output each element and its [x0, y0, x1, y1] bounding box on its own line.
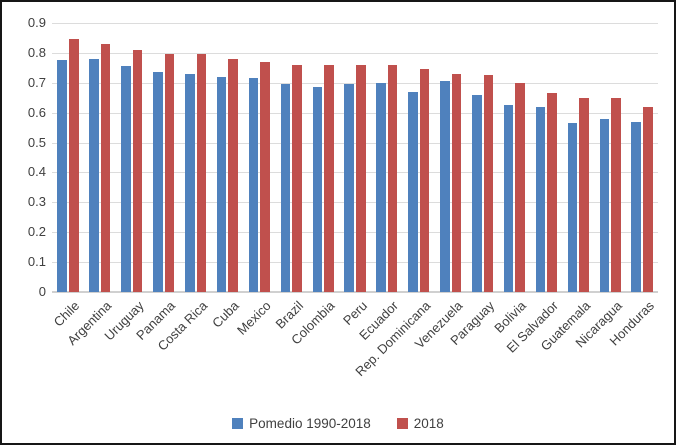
y-axis-tick-label: 0.1 — [27, 254, 46, 270]
bar-2018-uruguay — [132, 49, 143, 292]
gridline — [52, 202, 658, 204]
bar-2018-ecuador — [387, 64, 398, 292]
x-axis-label: Costa Rica — [154, 298, 211, 354]
gridline — [52, 232, 658, 234]
bar-promedio-mexico — [248, 78, 259, 292]
gridline — [52, 142, 658, 144]
bar-promedio-guatemala — [567, 123, 578, 292]
x-axis-label: Guatemala — [537, 298, 593, 354]
bar-2018-mexico — [260, 61, 270, 292]
x-axis-label: Chile — [51, 298, 83, 330]
bar-2018-peru — [356, 64, 366, 292]
x-axis-label: Paraguay — [447, 298, 498, 348]
bar-2018-cuba — [228, 58, 238, 292]
x-axis-label: Brazil — [272, 298, 306, 332]
legend-item: 2018 — [396, 416, 444, 431]
y-axis-tick-label: 0.6 — [27, 104, 46, 120]
bar-promedio-uruguay — [121, 66, 131, 292]
bar-2018-guatemala — [579, 97, 589, 292]
bar-2018-panama — [164, 54, 175, 292]
y-axis-tick-label: 0.2 — [27, 224, 46, 240]
bar-promedio-rep-dominicana — [408, 91, 418, 292]
bar-2018-venezuela — [451, 73, 462, 292]
x-axis-label: Ecuador — [356, 298, 402, 343]
y-axis-tick-label: 0.4 — [27, 164, 46, 180]
bar-promedio-venezuela — [440, 81, 450, 292]
x-axis-line — [52, 291, 658, 293]
legend-marker-promedio — [232, 418, 244, 429]
bar-2018-honduras — [643, 106, 653, 292]
x-axis-label: Panama — [133, 298, 179, 343]
x-axis-label: Colombia — [288, 298, 338, 348]
bar-2018-chile — [68, 39, 79, 292]
y-axis-tick-label: 0.3 — [27, 194, 46, 210]
x-axis-label: Bolivia — [491, 298, 530, 336]
x-axis-label: Rep. Dominicana — [352, 298, 434, 380]
gridline — [52, 82, 658, 84]
bar-2018-brazil — [292, 64, 302, 292]
x-axis-label: El Salvador — [503, 298, 561, 356]
gridline — [52, 112, 658, 114]
legend-label: Pomedio 1990-2018 — [249, 416, 371, 431]
y-axis-tick-label: 0.7 — [27, 74, 46, 90]
y-axis-tick-label: 0.5 — [27, 134, 46, 150]
plot-area — [52, 23, 658, 293]
legend-item: Pomedio 1990-2018 — [232, 416, 371, 431]
gridline — [52, 262, 658, 264]
bar-promedio-chile — [57, 60, 67, 292]
x-axis-label: Honduras — [606, 298, 657, 349]
legend-marker-2018 — [396, 418, 408, 429]
bar-promedio-paraguay — [471, 94, 482, 292]
bar-promedio-brazil — [280, 84, 291, 292]
bar-promedio-el-salvador — [535, 106, 546, 292]
x-axis-label: Venezuela — [411, 298, 466, 352]
bar-promedio-panama — [153, 72, 163, 292]
y-axis-tick-label: 0 — [38, 284, 46, 299]
x-axis-label: Peru — [339, 298, 370, 329]
bar-promedio-cuba — [216, 76, 227, 292]
bar-2018-costa-rica — [196, 54, 207, 292]
x-axis-label: Uruguay — [101, 298, 147, 344]
x-axis-label: Mexico — [234, 298, 274, 338]
legend-label: 2018 — [413, 416, 444, 431]
bar-promedio-bolivia — [503, 105, 514, 292]
bar-promedio-ecuador — [376, 82, 386, 292]
gridline — [52, 172, 658, 174]
x-axis-label: Nicaragua — [572, 298, 625, 351]
y-axis-tick-label: 0.9 — [27, 15, 46, 30]
x-axis-label: Cuba — [209, 298, 243, 331]
y-axis: 0.9 0.8 0.7 0.6 0.5 0.4 0.3 0.2 0.1 0 — [2, 2, 46, 302]
bar-promedio-peru — [344, 84, 354, 292]
legend: Pomedio 1990-2018 2018 — [2, 416, 674, 431]
bar-2018-rep-dominicana — [419, 69, 430, 292]
bar-promedio-colombia — [312, 87, 323, 292]
bar-2018-nicaragua — [611, 97, 621, 292]
gridline — [52, 52, 658, 54]
bar-2018-argentina — [100, 43, 111, 292]
bar-2018-colombia — [324, 64, 334, 292]
bar-2018-bolivia — [515, 82, 526, 292]
bar-2018-el-salvador — [547, 93, 557, 292]
bar-promedio-costa-rica — [184, 73, 195, 292]
y-axis-tick-label: 0.8 — [27, 44, 46, 60]
bar-promedio-nicaragua — [599, 118, 610, 292]
bar-promedio-honduras — [631, 121, 642, 292]
x-axis-label: Argentina — [64, 298, 115, 348]
bar-promedio-argentina — [89, 58, 99, 292]
bar-2018-paraguay — [483, 75, 494, 292]
gridline — [52, 23, 658, 24]
